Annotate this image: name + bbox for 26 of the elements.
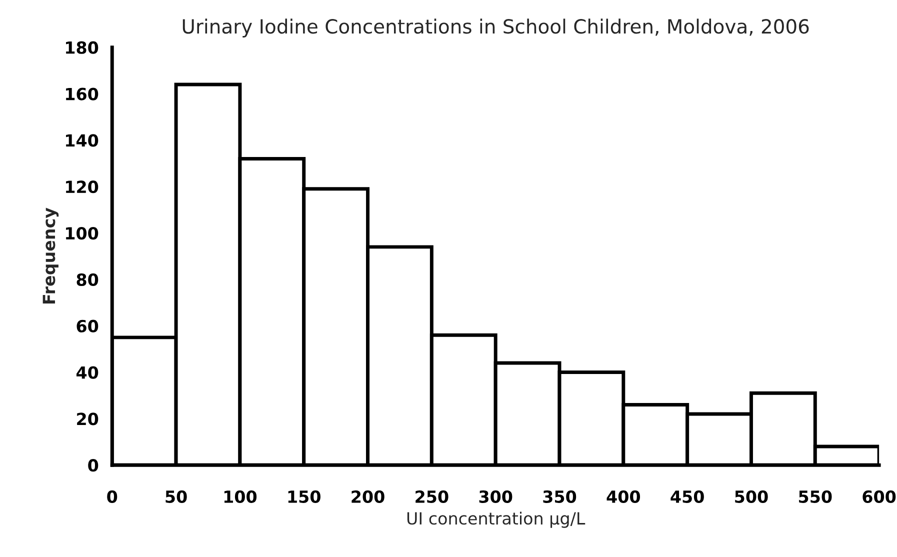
x-tick-label: 50 [166,490,187,503]
y-tick-label: 120 [66,180,98,194]
x-tick-label: 0 [107,490,118,503]
x-tick-label: 200 [352,490,384,503]
x-tick-label: 250 [416,490,448,503]
y-tick-label: 0 [88,459,98,472]
x-tick-label: 350 [543,490,576,503]
chart-title: Urinary Iodine Concentrations in School Children, Moldova, 2006 [182,18,809,38]
x-tick-label: 300 [479,490,512,503]
x-tick-label: 400 [606,490,640,503]
y-tick-label: 100 [66,226,98,240]
x-axis-title: UI concentration µg/L [407,512,586,528]
y-tick-label: 180 [66,41,98,54]
y-tick-label: 40 [76,366,98,379]
x-tick-label: 600 [862,490,896,503]
x-tick-label: 150 [288,490,320,503]
x-tick-label: 550 [799,490,832,503]
x-tick-label: 450 [670,490,704,503]
y-axis-title: Frequency [42,208,59,304]
x-tick-label: 500 [735,490,768,503]
y-tick-label: 140 [66,134,98,147]
y-tick-label: 20 [77,412,98,426]
y-tick-label: 60 [76,320,98,332]
x-tick-label: 100 [224,490,257,503]
y-tick-label: 80 [76,273,98,286]
y-tick-label: 160 [66,88,98,100]
